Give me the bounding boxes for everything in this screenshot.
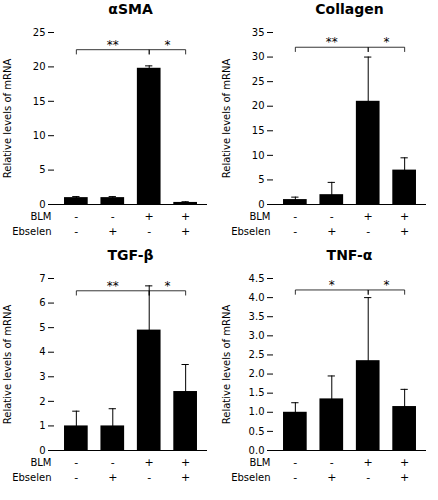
svg-text:2.0: 2.0 xyxy=(249,368,265,379)
svg-text:-: - xyxy=(74,471,78,484)
svg-text:Ebselen: Ebselen xyxy=(231,226,270,237)
svg-text:25: 25 xyxy=(252,76,265,87)
svg-text:-: - xyxy=(293,456,297,469)
svg-text:+: + xyxy=(181,456,190,469)
svg-text:+: + xyxy=(364,210,373,223)
svg-text:+: + xyxy=(327,225,336,238)
svg-text:+: + xyxy=(400,210,409,223)
svg-text:20: 20 xyxy=(252,100,265,111)
svg-text:+: + xyxy=(327,471,336,484)
svg-text:2: 2 xyxy=(39,396,45,407)
svg-text:5: 5 xyxy=(39,322,45,333)
svg-text:3: 3 xyxy=(39,371,45,382)
svg-text:+: + xyxy=(181,210,190,223)
svg-text:-: - xyxy=(366,225,370,238)
svg-text:+: + xyxy=(108,225,117,238)
svg-text:-: - xyxy=(111,210,115,223)
svg-text:6: 6 xyxy=(39,297,45,308)
svg-text:+: + xyxy=(400,471,409,484)
html-text:αSMA: αSMA xyxy=(108,1,153,17)
svg-text:-: - xyxy=(147,471,151,484)
svg-text:+: + xyxy=(145,456,154,469)
svg-text:+: + xyxy=(181,471,190,484)
svg-text:+: + xyxy=(108,471,117,484)
svg-text:4.5: 4.5 xyxy=(249,273,265,284)
svg-text:BLM: BLM xyxy=(249,211,270,222)
svg-text:+: + xyxy=(181,225,190,238)
svg-text:4.0: 4.0 xyxy=(249,292,265,303)
svg-text:0: 0 xyxy=(39,199,45,210)
svg-text:-: - xyxy=(293,471,297,484)
svg-text:15: 15 xyxy=(252,125,265,136)
svg-text:*: * xyxy=(329,278,335,292)
svg-text:-: - xyxy=(293,210,297,223)
svg-text:10: 10 xyxy=(252,150,265,161)
svg-text:**: ** xyxy=(326,35,338,49)
svg-text:5: 5 xyxy=(39,164,45,175)
svg-text:0.0: 0.0 xyxy=(249,445,265,456)
svg-text:10: 10 xyxy=(33,130,46,141)
svg-text:+: + xyxy=(400,225,409,238)
svg-text:-: - xyxy=(74,225,78,238)
html-text:TGF-β: TGF-β xyxy=(107,247,154,263)
svg-text:-: - xyxy=(366,471,370,484)
svg-text:15: 15 xyxy=(33,96,46,107)
svg-text:+: + xyxy=(400,456,409,469)
svg-text:*: * xyxy=(164,279,170,293)
svg-text:Relative levels of mRNA: Relative levels of mRNA xyxy=(221,305,232,425)
svg-text:-: - xyxy=(293,225,297,238)
svg-text:-: - xyxy=(111,456,115,469)
svg-text:Relative levels of mRNA: Relative levels of mRNA xyxy=(2,59,13,179)
svg-text:4: 4 xyxy=(39,346,45,357)
svg-text:*: * xyxy=(164,38,170,52)
svg-text:**: ** xyxy=(107,38,119,52)
svg-text:-: - xyxy=(330,456,334,469)
svg-text:**: ** xyxy=(107,279,119,293)
svg-text:0: 0 xyxy=(39,445,45,456)
svg-text:0: 0 xyxy=(258,199,264,210)
svg-text:30: 30 xyxy=(252,51,265,62)
svg-text:1: 1 xyxy=(39,420,45,431)
svg-text:BLM: BLM xyxy=(30,457,51,468)
svg-text:5: 5 xyxy=(258,174,264,185)
svg-text:*: * xyxy=(383,35,389,49)
svg-text:-: - xyxy=(74,210,78,223)
svg-text:-: - xyxy=(74,456,78,469)
svg-text:Relative levels of mRNA: Relative levels of mRNA xyxy=(221,59,232,179)
svg-text:25: 25 xyxy=(33,27,46,38)
svg-text:BLM: BLM xyxy=(249,457,270,468)
svg-text:+: + xyxy=(145,210,154,223)
svg-text:35: 35 xyxy=(252,27,265,38)
svg-text:-: - xyxy=(147,225,151,238)
svg-text:7: 7 xyxy=(39,273,45,284)
svg-text:3.5: 3.5 xyxy=(249,311,265,322)
html-text:TNF-α: TNF-α xyxy=(326,247,373,263)
svg-text:Ebselen: Ebselen xyxy=(12,472,51,483)
svg-text:Ebselen: Ebselen xyxy=(12,226,51,237)
svg-text:3.0: 3.0 xyxy=(249,330,265,341)
svg-text:+: + xyxy=(364,456,373,469)
svg-text:*: * xyxy=(383,278,389,292)
svg-text:20: 20 xyxy=(33,61,46,72)
svg-text:Ebselen: Ebselen xyxy=(231,472,270,483)
svg-text:1.0: 1.0 xyxy=(249,406,265,417)
svg-text:2.5: 2.5 xyxy=(249,349,265,360)
svg-text:-: - xyxy=(330,210,334,223)
svg-text:BLM: BLM xyxy=(30,211,51,222)
svg-text:1.5: 1.5 xyxy=(249,387,265,398)
html-text:Collagen: Collagen xyxy=(315,1,384,17)
svg-text:0.5: 0.5 xyxy=(249,426,265,437)
svg-text:Relative levels of mRNA: Relative levels of mRNA xyxy=(2,305,13,425)
